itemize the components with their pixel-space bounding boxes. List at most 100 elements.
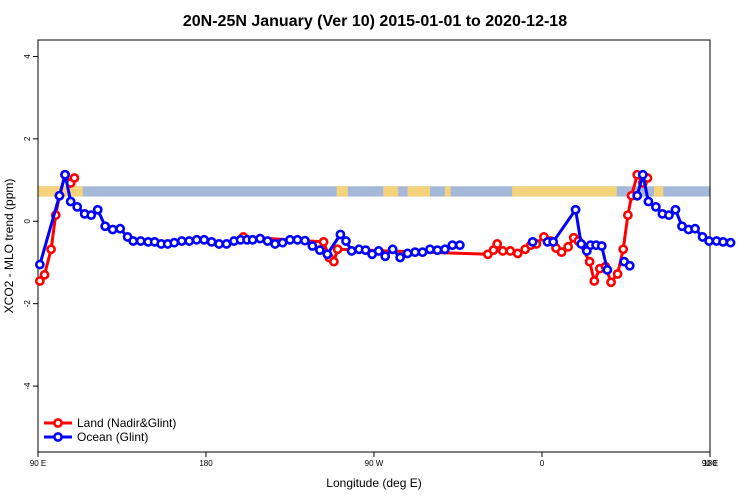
legend: Land (Nadir&Glint)Ocean (Glint) — [44, 416, 176, 444]
y-tick-label: 2 — [23, 136, 32, 141]
data-point — [410, 247, 420, 258]
data-point — [637, 169, 648, 180]
x-tick-label: 90 E — [702, 459, 718, 468]
x-tick-label: 180 — [199, 459, 213, 468]
data-point — [214, 239, 224, 249]
data-point — [632, 190, 643, 201]
data-point — [563, 241, 574, 252]
data-point — [622, 210, 633, 220]
data-point — [184, 236, 195, 246]
data-point — [34, 276, 45, 286]
data-point — [277, 237, 288, 248]
series-1 — [34, 169, 736, 275]
data-point — [206, 236, 217, 247]
data-point — [548, 236, 559, 247]
y-tick-label: -4 — [23, 382, 32, 390]
legend-label: Ocean (Glint) — [77, 430, 148, 444]
data-point — [307, 241, 318, 251]
data-point — [697, 232, 708, 242]
data-point — [527, 236, 538, 247]
x-tick-label: 90 W — [365, 459, 384, 468]
data-point — [322, 249, 333, 260]
data-point — [60, 169, 70, 180]
y-axis: -4 -2 0 2 4 — [23, 54, 38, 390]
data-point — [512, 248, 523, 259]
data-point — [670, 204, 681, 215]
data-point — [46, 244, 56, 255]
data-point — [107, 224, 118, 235]
data-point — [440, 244, 450, 255]
data-point — [624, 260, 635, 271]
data-point — [255, 233, 266, 244]
data-point — [618, 244, 629, 255]
data-point — [690, 223, 700, 234]
plot-frame — [37, 39, 711, 453]
y-tick-label: -2 — [23, 300, 32, 308]
chart-title: 20N-25N January (Ver 10) 2015-01-01 to 2… — [183, 13, 567, 30]
data-point — [718, 236, 728, 247]
x-tick-label: 180 — [703, 459, 717, 468]
data-point — [606, 277, 616, 288]
data-point — [643, 196, 654, 207]
data-point — [492, 239, 503, 249]
data-point — [725, 237, 736, 248]
data-point — [128, 236, 139, 246]
data-point — [589, 276, 600, 286]
y-tick-label: 0 — [23, 219, 32, 224]
data-point — [497, 246, 508, 256]
x-axis-label: Longitude (deg E) — [326, 476, 421, 490]
data-point — [86, 210, 97, 220]
data-point — [221, 239, 232, 249]
data-point — [72, 201, 83, 212]
y-axis-label: XCO2 - MLO trend (ppm) — [2, 179, 16, 314]
x-tick-label: 0 — [540, 459, 545, 468]
data-point — [335, 229, 346, 240]
data-point — [92, 204, 103, 215]
data-point — [54, 190, 65, 201]
data-point — [300, 235, 310, 246]
data-point — [292, 234, 303, 245]
data-point — [65, 196, 76, 207]
data-point — [704, 236, 714, 246]
data-point — [447, 240, 458, 251]
ocean-band — [38, 186, 710, 197]
y-tick-label: 4 — [23, 54, 32, 59]
data-point — [602, 264, 613, 275]
data-point — [100, 221, 111, 232]
data-point — [650, 201, 661, 212]
data-point — [332, 244, 343, 255]
data-point — [417, 247, 428, 258]
data-point — [664, 210, 674, 220]
land-band — [444, 186, 451, 197]
land-band — [512, 186, 617, 197]
data-point — [262, 236, 273, 246]
series-line — [635, 173, 731, 245]
data-point — [39, 269, 50, 280]
data-point — [191, 234, 202, 245]
data-point — [454, 240, 465, 251]
legend-marker — [53, 418, 63, 428]
land-band — [654, 186, 664, 197]
data-point — [505, 246, 516, 256]
data-point — [360, 245, 371, 256]
data-point — [115, 223, 126, 234]
data-point — [612, 269, 623, 279]
legend-marker — [53, 432, 63, 442]
data-point — [584, 256, 595, 267]
data-point — [570, 204, 581, 215]
data-point — [373, 246, 384, 256]
data-point — [199, 234, 210, 245]
series-layer — [34, 169, 736, 288]
data-point — [176, 236, 187, 246]
data-point — [432, 245, 443, 256]
data-point — [425, 244, 435, 255]
data-point — [402, 248, 413, 259]
legend-label: Land (Nadir&Glint) — [77, 416, 176, 430]
x-tick-label: 90 E — [30, 459, 46, 468]
data-point — [556, 247, 567, 258]
data-point — [380, 251, 391, 262]
data-point — [34, 259, 45, 270]
data-point — [270, 239, 280, 249]
land-band — [336, 186, 348, 197]
